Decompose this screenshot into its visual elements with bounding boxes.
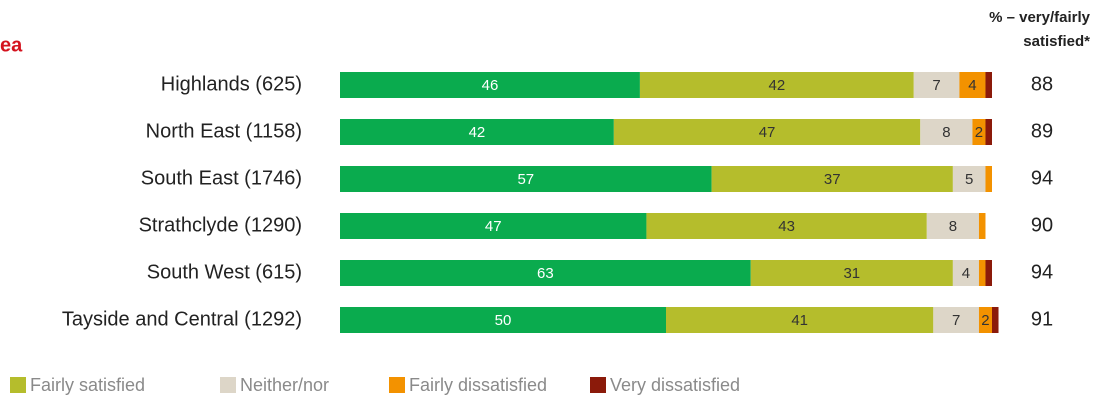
bar-segment (340, 166, 712, 192)
bar-segment (972, 119, 986, 145)
segment-label: 46 (482, 77, 499, 94)
bar-segment (666, 307, 934, 333)
bar-segment (913, 72, 960, 98)
total-label: 91 (1031, 308, 1053, 330)
legend-swatch (10, 377, 26, 393)
category-label: North East (1158) (146, 120, 302, 142)
category-label: Strathclyde (1290) (139, 214, 302, 236)
category-label: South West (615) (147, 261, 302, 283)
category-label: Highlands (625) (161, 73, 302, 95)
legend-swatch (389, 377, 405, 393)
bar-segment (978, 213, 986, 239)
bar-segment (959, 72, 986, 98)
total-header: % – very/fairly (989, 9, 1091, 26)
segment-label: 41 (791, 312, 808, 329)
segment-label: 57 (517, 171, 534, 188)
legend-label: Neither/nor (240, 375, 329, 395)
legend-swatch (220, 377, 236, 393)
category-label: South East (1746) (141, 167, 302, 189)
legend-label: Fairly dissatisfied (409, 375, 547, 395)
segment-label: 2 (975, 124, 983, 141)
bar-segment (985, 260, 992, 286)
bar-segment (711, 166, 953, 192)
bar-segment (340, 307, 666, 333)
bar-segment (978, 260, 986, 286)
bar-segment (985, 166, 992, 192)
bar-segment (926, 213, 979, 239)
category-label: Tayside and Central (1292) (62, 308, 302, 330)
segment-label: 43 (778, 218, 795, 235)
segment-label: 42 (469, 124, 486, 141)
total-label: 89 (1031, 120, 1053, 142)
segment-label: 7 (952, 312, 960, 329)
bar-segment (646, 213, 927, 239)
total-label: 88 (1031, 73, 1053, 95)
segment-label: 47 (759, 124, 776, 141)
segment-label: 63 (537, 265, 554, 282)
total-header: satisfied* (1023, 33, 1090, 50)
segment-label: 8 (949, 218, 957, 235)
legend-label: Fairly satisfied (30, 375, 145, 395)
bar-segment (340, 213, 647, 239)
bar-segment (340, 260, 751, 286)
total-label: 90 (1031, 214, 1053, 236)
segment-label: 5 (965, 171, 973, 188)
total-label: 94 (1031, 261, 1053, 283)
bar-segment (639, 72, 914, 98)
bar-segment (340, 119, 614, 145)
bar-segment (985, 119, 992, 145)
segment-label: 42 (768, 77, 785, 94)
bar-segment (978, 307, 992, 333)
segment-label: 47 (485, 218, 502, 235)
bar-segment (952, 166, 986, 192)
segment-label: 7 (932, 77, 940, 94)
segment-label: 4 (962, 265, 970, 282)
total-label: 94 (1031, 167, 1053, 189)
segment-label: 31 (843, 265, 860, 282)
bar-segment (920, 119, 973, 145)
segment-label: 8 (942, 124, 950, 141)
chart-title: ea (0, 34, 23, 56)
segment-label: 37 (824, 171, 841, 188)
segment-label: 4 (968, 77, 976, 94)
bar-segment (613, 119, 921, 145)
legend-swatch (590, 377, 606, 393)
bar-segment (985, 72, 992, 98)
bar-segment (952, 260, 979, 286)
segment-label: 50 (495, 312, 512, 329)
bar-segment (992, 307, 999, 333)
segment-label: 2 (981, 312, 989, 329)
legend-label: Very dissatisfied (610, 375, 740, 395)
bar-segment (933, 307, 979, 333)
bar-segment (750, 260, 953, 286)
bar-segment (340, 72, 640, 98)
